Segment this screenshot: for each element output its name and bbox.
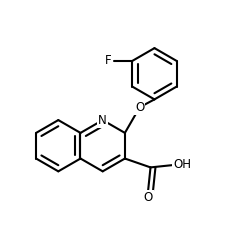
Text: F: F (105, 54, 111, 68)
Text: N: N (98, 114, 107, 127)
Text: O: O (143, 191, 152, 204)
Text: OH: OH (172, 159, 190, 171)
Text: O: O (134, 101, 144, 114)
